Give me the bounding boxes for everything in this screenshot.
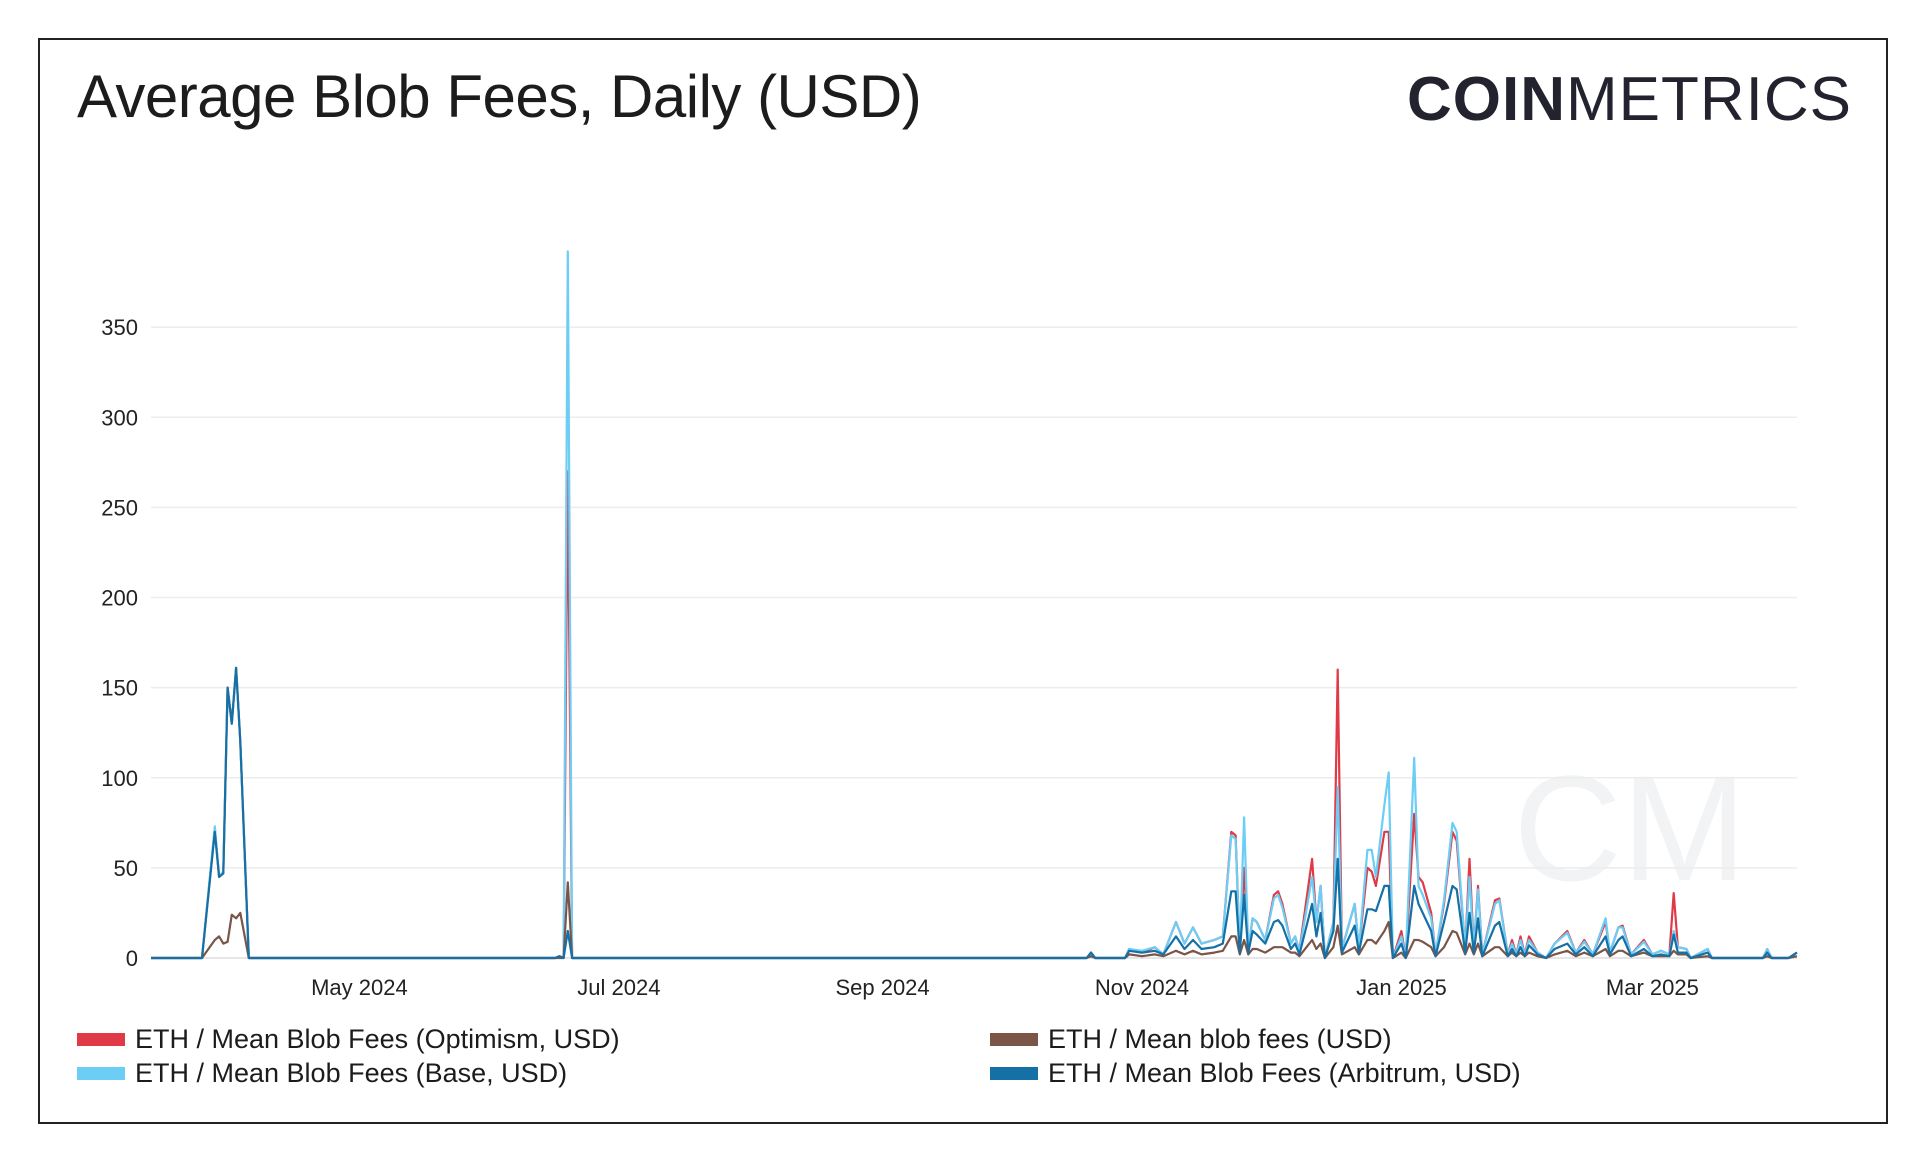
- x-tick-label: Jul 2024: [577, 975, 660, 1000]
- legend-item-arbitrum[interactable]: ETH / Mean Blob Fees (Arbitrum, USD): [990, 1058, 1521, 1089]
- x-tick-label: May 2024: [311, 975, 408, 1000]
- watermark: CM: [1513, 744, 1746, 912]
- x-tick-label: Mar 2025: [1606, 975, 1699, 1000]
- y-tick-label: 200: [101, 586, 138, 611]
- y-tick-label: 150: [101, 676, 138, 701]
- x-tick-label: Jan 2025: [1356, 975, 1447, 1000]
- logo-light-text: METRICS: [1566, 65, 1852, 134]
- y-tick-label: 100: [101, 766, 138, 791]
- legend-item-blob-fees[interactable]: ETH / Mean blob fees (USD): [990, 1024, 1392, 1055]
- y-tick-label: 300: [101, 405, 138, 430]
- y-tick-label: 250: [101, 495, 138, 520]
- legend-item-base[interactable]: ETH / Mean Blob Fees (Base, USD): [77, 1058, 567, 1089]
- legend-label: ETH / Mean blob fees (USD): [1048, 1024, 1392, 1054]
- y-tick-label: 0: [126, 946, 138, 971]
- coinmetrics-logo: COINMETRICS: [1407, 64, 1852, 135]
- x-tick-label: Sep 2024: [835, 975, 929, 1000]
- logo-bold-text: COIN: [1407, 65, 1566, 134]
- y-tick-label: 50: [114, 856, 138, 881]
- legend-swatch: [990, 1033, 1038, 1046]
- legend-item-optimism[interactable]: ETH / Mean Blob Fees (Optimism, USD): [77, 1024, 620, 1055]
- legend-label: ETH / Mean Blob Fees (Arbitrum, USD): [1048, 1058, 1521, 1088]
- x-tick-label: Nov 2024: [1095, 975, 1189, 1000]
- legend-label: ETH / Mean Blob Fees (Base, USD): [135, 1058, 568, 1088]
- y-tick-label: 350: [101, 315, 138, 340]
- legend-swatch: [77, 1033, 125, 1046]
- legend-label: ETH / Mean Blob Fees (Optimism, USD): [135, 1024, 620, 1054]
- chart-title: Average Blob Fees, Daily (USD): [77, 63, 922, 130]
- legend-swatch: [990, 1067, 1038, 1080]
- series-line-3: [151, 666, 1798, 960]
- chart-card: [38, 38, 1888, 1124]
- legend-swatch: [77, 1067, 125, 1080]
